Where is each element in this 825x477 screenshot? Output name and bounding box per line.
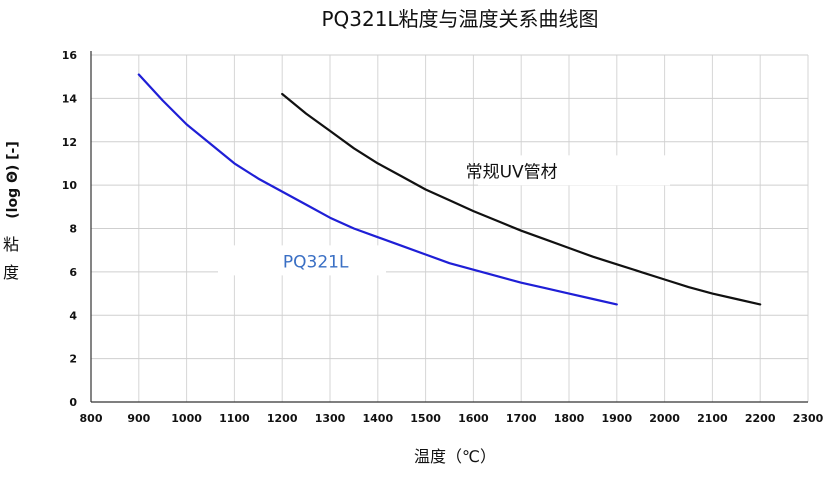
x-tick-label: 1800 [554, 412, 585, 425]
x-tick-label: 1200 [267, 412, 298, 425]
series-line [281, 92, 762, 306]
x-tick-label: 1100 [219, 412, 250, 425]
y-tick-label: 0 [69, 396, 77, 409]
x-tick-label: 1700 [506, 412, 537, 425]
y-tick-label: 14 [62, 92, 78, 105]
series-label-background [478, 155, 670, 186]
axes: 800 900 1000 1100 1200 1300 1400 1500 1600 1700 18… [62, 49, 824, 425]
x-tick-label: 1600 [458, 412, 489, 425]
grid [90, 54, 809, 403]
x-tick-label: 2200 [745, 412, 776, 425]
y-axis-unit: (log Θ) [-] [5, 141, 21, 219]
y-tick-label: 12 [62, 136, 77, 149]
x-tick-label: 800 [80, 412, 103, 425]
y-tick-label: 6 [69, 266, 77, 279]
series-labels: PQ321L 常规UV管材 [218, 155, 670, 276]
y-tick-label: 10 [62, 179, 78, 192]
y-tick-label: 2 [69, 353, 77, 366]
x-tick-label: 2300 [793, 412, 824, 425]
x-tick-label: 1000 [171, 412, 202, 425]
chart-title: PQ321L粘度与温度关系曲线图 [321, 7, 598, 31]
x-tick-label: 900 [127, 412, 150, 425]
series-label: 常规UV管材 [466, 162, 558, 182]
y-tick-label: 16 [62, 49, 78, 62]
series [137, 73, 762, 306]
x-tick-label: 1900 [601, 412, 632, 425]
x-tick-label: 2100 [697, 412, 728, 425]
y-tick-label: 4 [69, 309, 77, 322]
series-label: PQ321L [283, 252, 349, 272]
y-tick-label: 8 [69, 223, 77, 236]
x-axis-title: 温度（℃） [414, 447, 496, 466]
y-axis-title-char: 度 [3, 263, 19, 282]
x-tick-label: 1400 [362, 412, 393, 425]
x-tick-label: 1500 [410, 412, 441, 425]
y-axis-title-char: 粘 [3, 235, 19, 254]
x-tick-label: 1300 [315, 412, 346, 425]
series-label-background [218, 245, 386, 276]
x-tick-label: 2000 [649, 412, 680, 425]
series-line [137, 73, 618, 306]
